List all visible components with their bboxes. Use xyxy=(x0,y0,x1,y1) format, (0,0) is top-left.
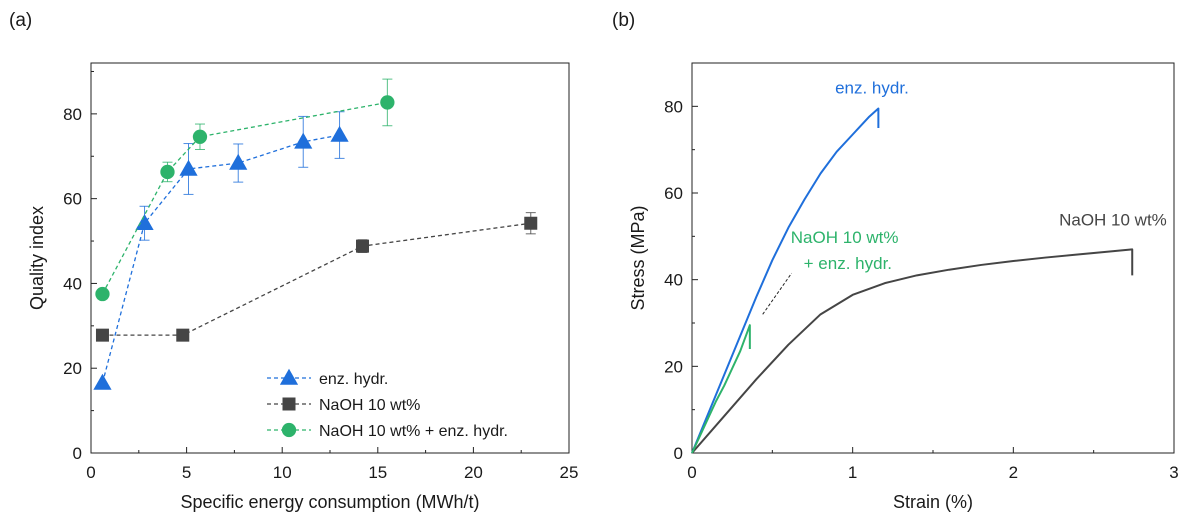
chart-a-legend-label: NaOH 10 wt% xyxy=(319,397,420,414)
chart-a-x-tick-label: 15 xyxy=(368,463,387,482)
chart-b: 0 1 2 3 0 20 40 60 80 Strain (%) Stress (MPa) enz. … xyxy=(628,62,1179,512)
chart-a-point xyxy=(192,129,208,144)
chart-a-point xyxy=(330,125,349,142)
chart-b-y-tick-label: 80 xyxy=(664,97,683,116)
chart-b-annotation: NaOH 10 wt% xyxy=(791,228,899,247)
chart-b-annotation-leader xyxy=(762,272,793,315)
chart-a-y-tick-label: 20 xyxy=(63,359,82,378)
panel-b-label: (b) xyxy=(612,10,636,31)
chart-a-x-axis-label: Specific energy consumption (MWh/t) xyxy=(180,492,479,512)
chart-b-series-curve xyxy=(691,248,1134,454)
chart-a-legend-label: NaOH 10 wt% + enz. hydr. xyxy=(319,423,508,440)
chart-b-series-curve xyxy=(691,107,880,454)
chart-a-legend-marker xyxy=(279,368,299,385)
chart-a-point xyxy=(176,328,190,342)
chart-a-x-tick-label: 0 xyxy=(86,463,95,482)
chart-a-x-tick-label: 20 xyxy=(464,463,483,482)
chart-a-point xyxy=(135,213,154,230)
chart-b-plot-frame xyxy=(691,62,1175,454)
chart-a-x-tick-label: 5 xyxy=(182,463,191,482)
panel-a-label: (a) xyxy=(9,10,33,31)
chart-b-x-tick-label: 0 xyxy=(687,463,696,482)
chart-a-y-axis-label: Quality index xyxy=(27,206,47,310)
chart-a-legend-marker xyxy=(281,422,297,438)
chart-b-x-tick-label: 3 xyxy=(1169,463,1178,482)
chart-a: 0 5 10 15 20 25 0 20 40 60 80 Specific energy consu… xyxy=(27,62,579,512)
chart-a-series-line xyxy=(101,101,388,295)
chart-a-point xyxy=(356,239,370,253)
chart-b-x-tick-label: 2 xyxy=(1009,463,1018,482)
chart-a-y-tick-label: 60 xyxy=(63,190,82,209)
chart-b-y-tick-label: 20 xyxy=(664,357,683,376)
chart-a-point xyxy=(93,373,112,390)
chart-a-point xyxy=(179,159,198,176)
chart-a-y-tick-label: 80 xyxy=(63,105,82,124)
chart-b-annotation: + enz. hydr. xyxy=(804,254,892,273)
chart-a-series-line xyxy=(102,222,531,336)
chart-b-y-tick-label: 0 xyxy=(674,444,683,463)
chart-b-series-curve xyxy=(691,324,751,454)
chart-a-point xyxy=(95,328,109,342)
chart-b-x-axis-label: Strain (%) xyxy=(893,492,973,512)
chart-a-point xyxy=(229,153,248,170)
chart-b-y-tick-label: 60 xyxy=(664,184,683,203)
chart-b-y-tick-label: 40 xyxy=(664,271,683,290)
chart-b-y-axis-label: Stress (MPa) xyxy=(628,205,648,310)
chart-a-point xyxy=(524,216,538,230)
chart-a-point xyxy=(160,164,175,180)
chart-a-point xyxy=(294,132,313,149)
chart-a-plot-frame xyxy=(90,62,570,454)
chart-b-annotation: NaOH 10 wt% xyxy=(1059,211,1167,230)
chart-a-legend-marker xyxy=(282,397,296,411)
chart-a-legend-label: enz. hydr. xyxy=(319,371,388,388)
chart-b-annotation: enz. hydr. xyxy=(835,78,909,97)
chart-a-y-tick-label: 40 xyxy=(63,274,82,293)
chart-a-y-tick-label: 0 xyxy=(73,444,82,463)
chart-a-series-line xyxy=(101,134,340,384)
chart-a-point xyxy=(380,95,395,110)
chart-a-point xyxy=(95,286,110,302)
chart-b-x-tick-label: 1 xyxy=(848,463,857,482)
chart-a-x-tick-label: 25 xyxy=(560,463,579,482)
chart-a-x-tick-label: 10 xyxy=(273,463,292,482)
